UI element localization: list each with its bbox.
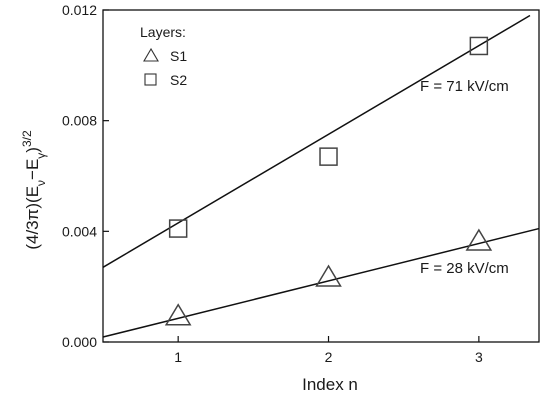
y-axis-ticks: 0.000 0.004 0.008 0.012 — [62, 2, 109, 350]
y-label-prefix: (4/3π)(E — [23, 186, 42, 250]
plot-frame — [102, 9, 540, 343]
annotation-s2-field: F = 71 kV/cm — [420, 78, 509, 95]
y-tick-label-0: 0.000 — [62, 334, 97, 350]
point-s1-n3 — [465, 228, 493, 251]
legend-triangle-icon — [143, 47, 159, 62]
fit-lines — [102, 14, 540, 338]
y-tick-label-3: 0.012 — [62, 2, 97, 18]
y-label-sub-gamma: γ — [34, 153, 48, 159]
y-tick-label-2: 0.008 — [62, 113, 97, 129]
annotation-s1-field: F = 28 kV/cm — [420, 260, 509, 277]
x-axis-ticks: 1 2 3 — [174, 336, 483, 365]
legend-label-s1: S1 — [170, 48, 187, 64]
data-markers — [164, 36, 493, 326]
fit-line-s2 — [102, 14, 531, 268]
y-label-suffix: ) — [23, 147, 42, 153]
point-s2-n3 — [469, 36, 489, 56]
legend: Layers: S1 S2 — [140, 24, 187, 88]
point-s1-n2 — [315, 264, 342, 287]
y-axis-label: (4/3π)(Eν−Eγ)3/2 — [20, 130, 48, 250]
point-s1-n1 — [164, 303, 192, 326]
y-label-sub-nu: ν — [34, 180, 48, 186]
y-tick-label-1: 0.004 — [62, 223, 97, 239]
y-label-mid: −E — [23, 159, 42, 180]
legend-label-s2: S2 — [170, 72, 187, 88]
point-s2-n1 — [168, 219, 188, 238]
x-tick-label-1: 1 — [174, 349, 182, 365]
x-tick-label-2: 2 — [325, 349, 333, 365]
point-s2-n2 — [319, 147, 338, 166]
y-label-sup: 3/2 — [20, 130, 34, 147]
legend-square-icon — [144, 73, 157, 86]
x-axis-label: Index n — [302, 375, 358, 394]
fit-line-s1 — [102, 227, 540, 338]
legend-title: Layers: — [140, 24, 186, 40]
x-tick-label-3: 3 — [475, 349, 483, 365]
